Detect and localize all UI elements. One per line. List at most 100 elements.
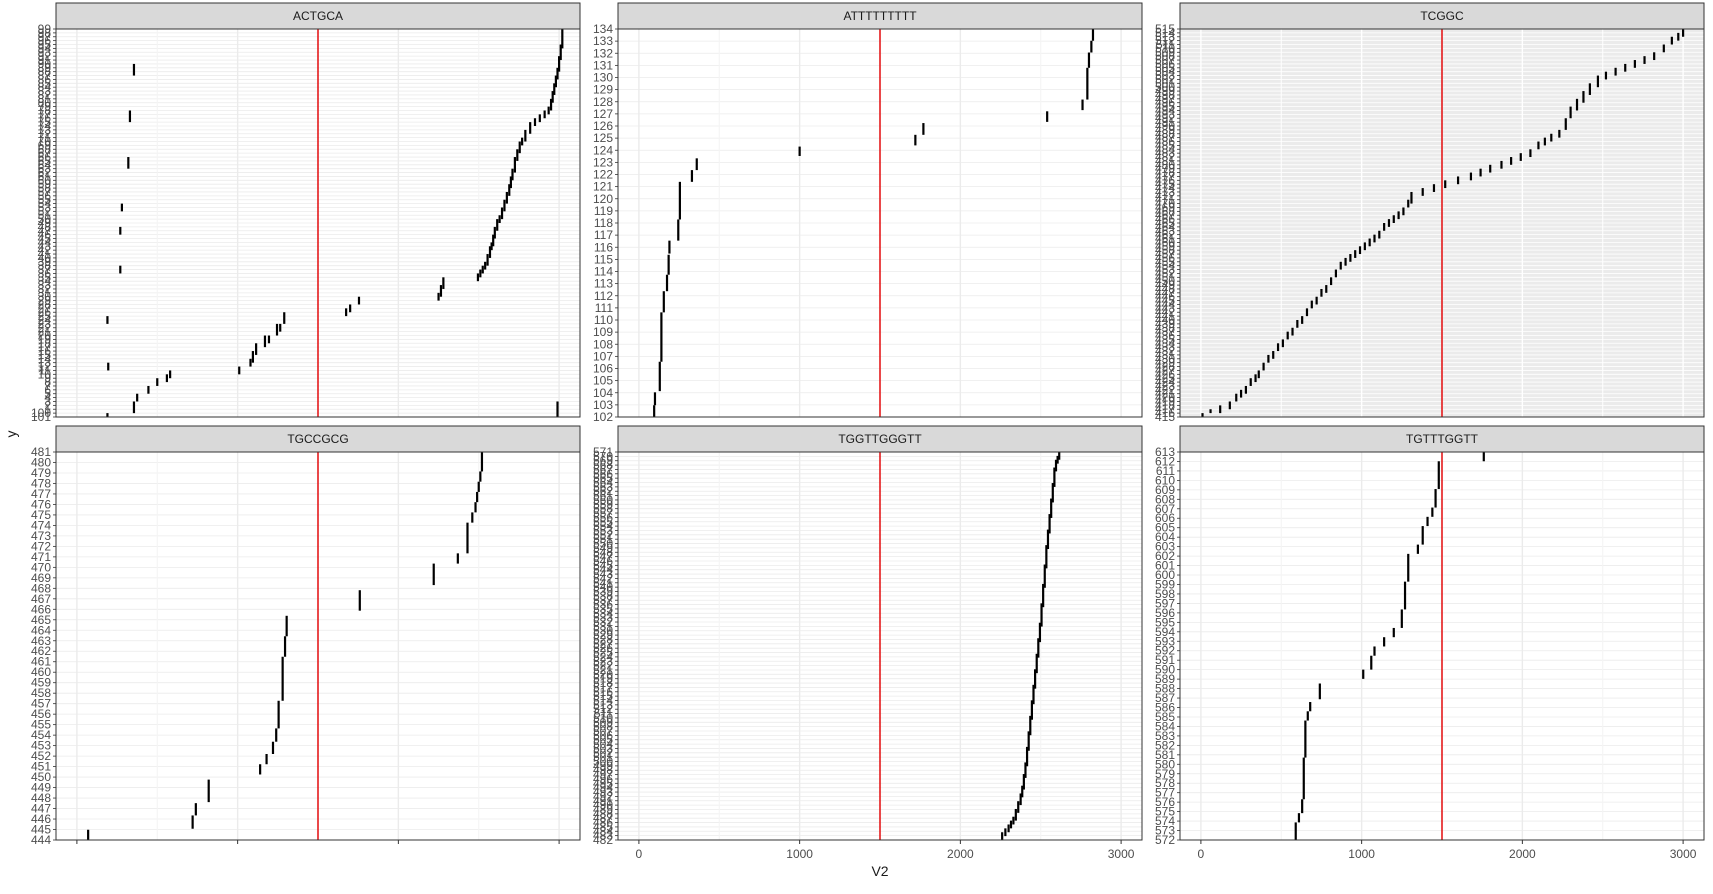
y-tick-label: 596 xyxy=(1155,606,1175,620)
y-tick-label: 58 xyxy=(38,181,52,195)
y-tick-label: 134 xyxy=(593,22,613,36)
y-tick-label: 448 xyxy=(31,791,51,805)
y-tick-label: 502 xyxy=(593,746,613,760)
y-tick-label: 54 xyxy=(38,197,52,211)
y-tick-label: 3 xyxy=(44,394,51,408)
y-tick-label: 475 xyxy=(1155,177,1175,191)
y-tick-label: 123 xyxy=(593,155,613,169)
y-tick-label: 544 xyxy=(593,563,613,577)
y-tick-label: 584 xyxy=(1155,719,1175,733)
y-tick-label: 477 xyxy=(1155,169,1175,183)
y-tick-label: 482 xyxy=(593,833,613,847)
y-tick-label: 474 xyxy=(31,518,51,532)
y-tick-label: 510 xyxy=(1155,41,1175,55)
y-tick-label: 593 xyxy=(1155,634,1175,648)
y-tick-label: 475 xyxy=(31,508,51,522)
y-tick-label: 469 xyxy=(31,571,51,585)
y-tick-label: 78 xyxy=(38,103,52,117)
y-tick-label: 567 xyxy=(593,462,613,476)
y-tick-label: 419 xyxy=(1155,394,1175,408)
facet-strip-label: ATTTTTTTTT xyxy=(843,9,917,23)
y-tick-label: 610 xyxy=(1155,473,1175,487)
y-tick-label: 121 xyxy=(593,180,613,194)
y-tick-label: 536 xyxy=(593,598,613,612)
y-tick-label: 442 xyxy=(1155,305,1175,319)
y-tick-label: 114 xyxy=(594,265,613,279)
y-tick-label: 439 xyxy=(1155,317,1175,331)
y-tick-label: 86 xyxy=(38,72,52,86)
y-tick-label: 582 xyxy=(1155,738,1175,752)
y-tick-label: 467 xyxy=(31,592,51,606)
y-tick-label: 531 xyxy=(593,619,613,633)
facet-strip xyxy=(617,425,1143,453)
y-tick-label: 550 xyxy=(593,537,613,551)
y-tick-label: 591 xyxy=(1155,653,1175,667)
y-tick-label: 485 xyxy=(1155,138,1175,152)
y-tick-label: 471 xyxy=(31,550,51,564)
y-tick-label: 423 xyxy=(1155,379,1175,393)
y-tick-label: 85 xyxy=(38,76,52,90)
y-tick-label: 458 xyxy=(31,686,51,700)
y-tick-label: 516 xyxy=(593,685,613,699)
y-tick-label: 551 xyxy=(593,532,613,546)
y-tick-label: 23 xyxy=(38,317,52,331)
y-tick-label: 554 xyxy=(593,519,613,533)
y-tick-label: 79 xyxy=(38,100,52,114)
y-tick-label: 541 xyxy=(593,576,613,590)
y-tick-label: 36 xyxy=(38,266,52,280)
y-tick-label: 452 xyxy=(31,749,51,763)
y-tick-label: 40 xyxy=(38,251,52,265)
y-tick-label: 449 xyxy=(31,781,51,795)
y-tick-label: 466 xyxy=(1155,212,1175,226)
y-tick-label: 492 xyxy=(1155,111,1175,125)
y-tick-label: 452 xyxy=(1155,266,1175,280)
y-tick-label: 91 xyxy=(38,53,52,67)
y-tick-label: 105 xyxy=(593,374,613,388)
y-tick-label: 557 xyxy=(593,506,613,520)
y-tick-label: 12 xyxy=(38,360,52,374)
y-tick-label: 605 xyxy=(1155,521,1175,535)
x-tick-label: 3000 xyxy=(1670,847,1697,861)
y-tick-label: 577 xyxy=(1155,786,1175,800)
y-tick-label: 35 xyxy=(38,270,52,284)
y-tick-label: 490 xyxy=(1155,119,1175,133)
y-tick-label: 520 xyxy=(593,667,613,681)
y-tick-label: 566 xyxy=(593,467,613,481)
y-tick-label: 448 xyxy=(1155,282,1175,296)
y-tick-label: 89 xyxy=(38,61,52,75)
y-tick-label: 537 xyxy=(593,593,613,607)
y-tick-label: 44 xyxy=(38,235,52,249)
x-tick-label: 2000 xyxy=(1509,847,1536,861)
y-tick-label: 472 xyxy=(1155,189,1175,203)
y-tick-label: 460 xyxy=(1155,235,1175,249)
y-tick-label: 444 xyxy=(31,833,51,847)
y-tick-label: 592 xyxy=(1155,644,1175,658)
y-tick-label: 450 xyxy=(31,770,51,784)
y-tick-label: 60 xyxy=(38,173,52,187)
y-tick-label: 425 xyxy=(1155,371,1175,385)
y-tick-label: 127 xyxy=(593,107,613,121)
y-tick-label: 499 xyxy=(593,759,613,773)
facet-strip xyxy=(55,2,581,30)
y-tick-label: 67 xyxy=(38,146,52,160)
y-tick-label: 101 xyxy=(31,410,51,424)
y-tick-label: 507 xyxy=(593,724,613,738)
y-tick-label: 457 xyxy=(1155,247,1175,261)
panel-border xyxy=(617,28,1143,418)
y-tick-label: 56 xyxy=(38,189,52,203)
y-tick-label: 486 xyxy=(1155,135,1175,149)
y-tick-label: 10 xyxy=(38,367,52,381)
y-tick-label: 503 xyxy=(1155,69,1175,83)
y-tick-label: 515 xyxy=(1155,22,1175,36)
y-tick-label: 126 xyxy=(593,119,613,133)
y-tick-label: 130 xyxy=(593,71,613,85)
y-tick-label: 11 xyxy=(39,363,52,377)
y-tick-label: 568 xyxy=(593,458,613,472)
y-tick-label: 415 xyxy=(1155,410,1175,424)
panel-border xyxy=(1179,451,1705,841)
y-tick-label: 586 xyxy=(1155,701,1175,715)
y-tick-label: 492 xyxy=(593,789,613,803)
x-tick-label: 0 xyxy=(636,847,643,861)
y-tick-label: 457 xyxy=(31,697,51,711)
